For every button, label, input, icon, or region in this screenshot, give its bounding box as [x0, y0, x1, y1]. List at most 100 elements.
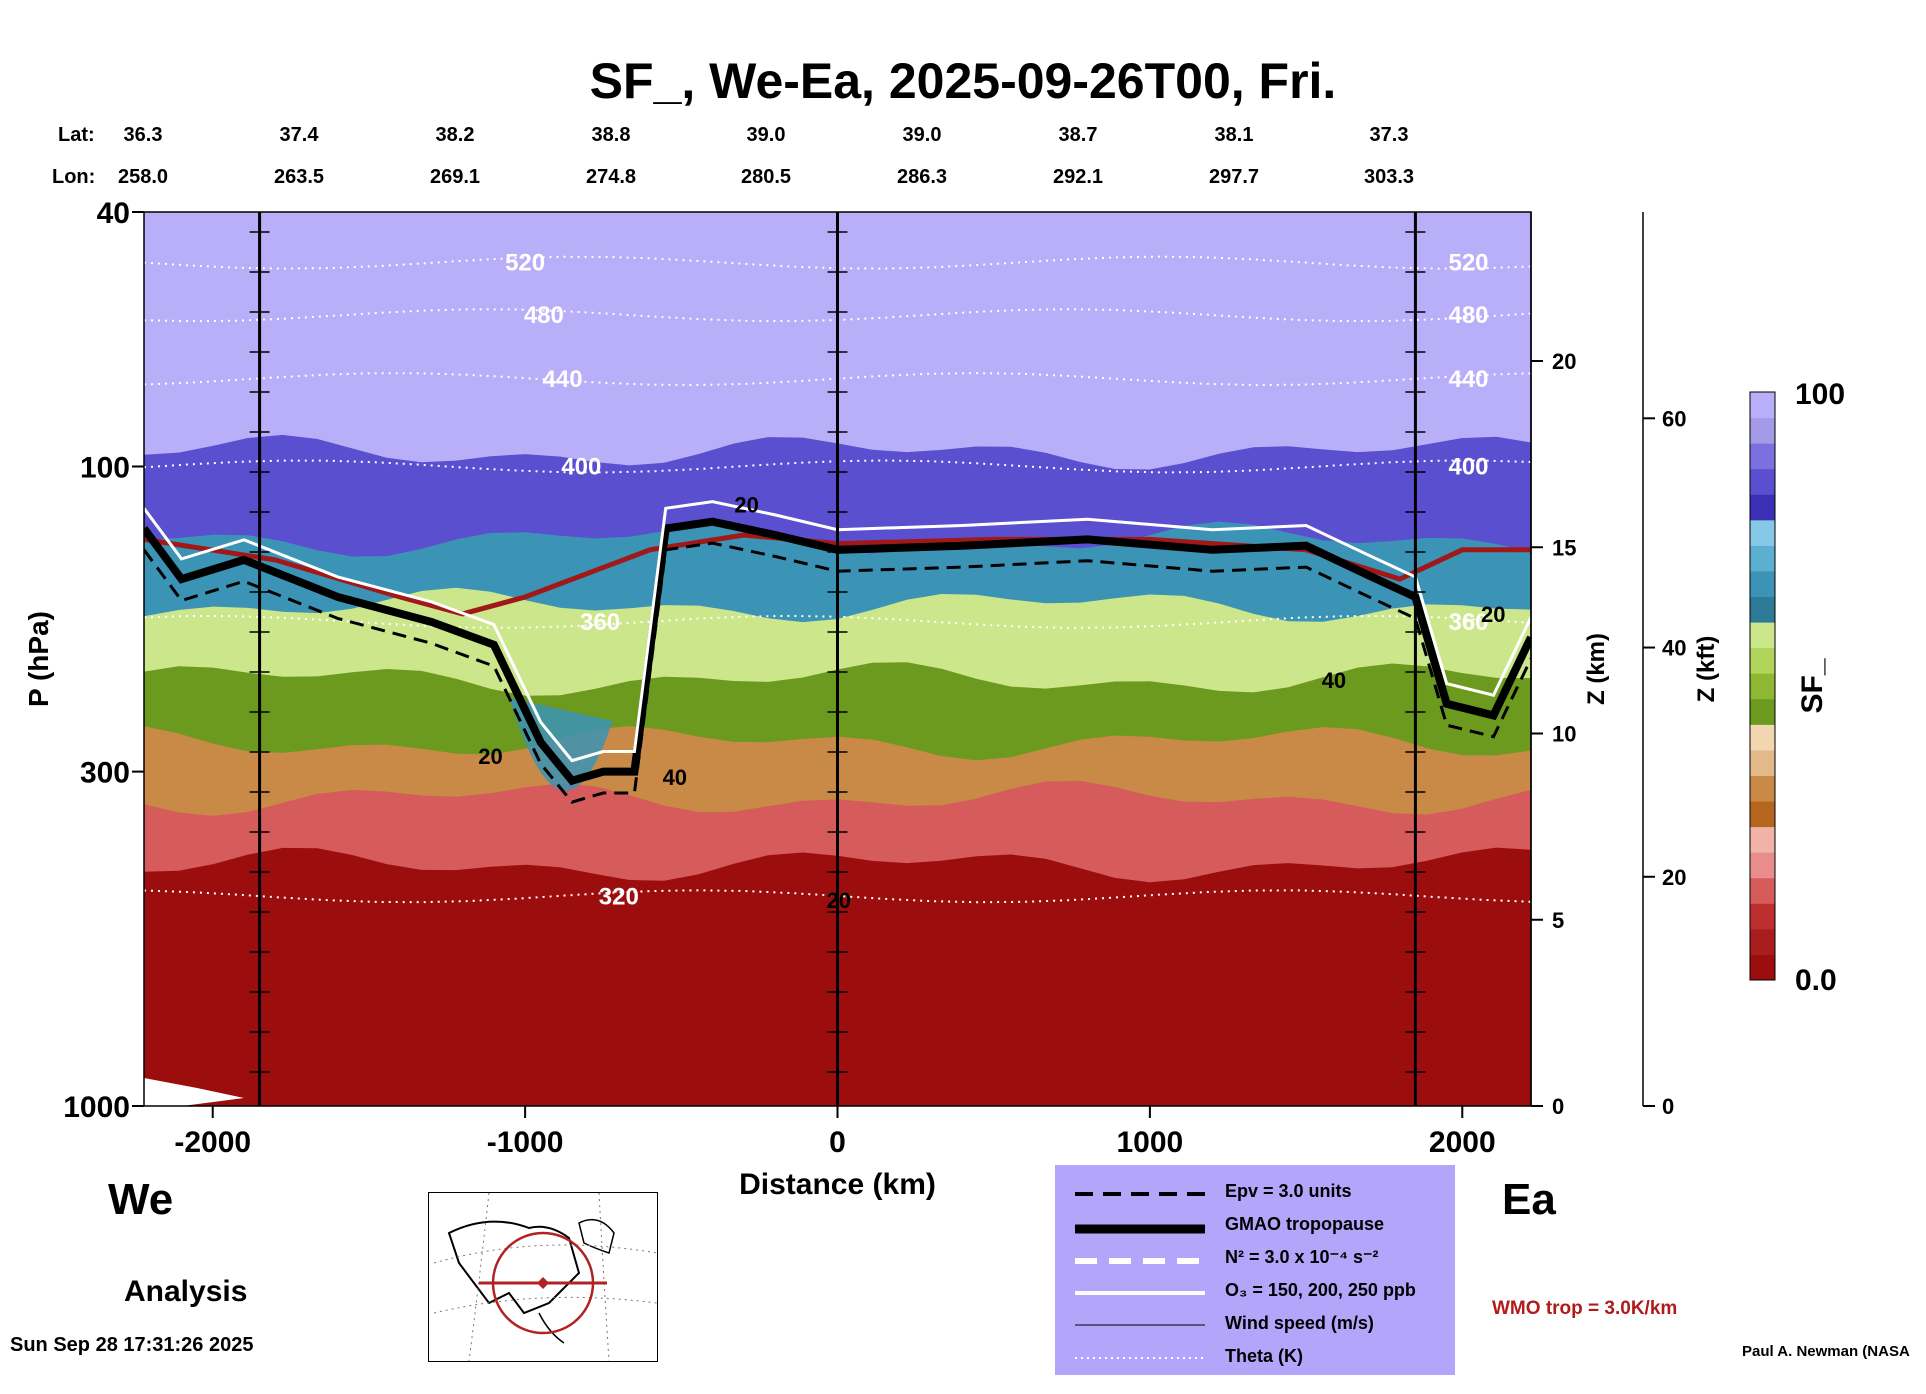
legend-item: Epv = 3.0 units — [1055, 1177, 1455, 1209]
wind-label: 20 — [478, 744, 502, 769]
colorbar-swatch — [1750, 903, 1775, 930]
z-kft-tick-label: 40 — [1662, 636, 1686, 661]
lon-value: 280.5 — [740, 166, 792, 188]
colorbar-swatch — [1750, 443, 1775, 470]
theta-label: 480 — [1448, 302, 1488, 329]
colorbar-swatch — [1750, 698, 1775, 725]
theta-label: 400 — [561, 453, 601, 480]
colorbar-swatch — [1750, 775, 1775, 802]
y-tick-label: 100 — [80, 451, 130, 484]
lat-value: 37.4 — [279, 124, 319, 146]
colorbar-swatch — [1750, 801, 1775, 828]
lat-value: 39.0 — [746, 124, 786, 146]
wind-label: 20 — [734, 492, 758, 517]
timestamp: Sun Sep 28 17:31:26 2025 — [10, 1334, 254, 1356]
theta-label: 520 — [1448, 250, 1488, 277]
legend-label: Wind speed (m/s) — [1225, 1313, 1374, 1333]
gmao-tropopause-line — [144, 517, 1531, 786]
x-axis-label: Distance (km) — [739, 1168, 936, 1201]
colorbar-swatch — [1750, 673, 1775, 700]
lon-value: 292.1 — [1052, 166, 1104, 188]
z-km-tick-label: 20 — [1552, 349, 1576, 374]
east-label: Ea — [1502, 1175, 1556, 1224]
lon-value: 286.3 — [896, 166, 948, 188]
analysis-label: Analysis — [124, 1275, 248, 1308]
z-km-axis-label: Z (km) — [1583, 633, 1610, 705]
colorbar-swatch — [1750, 596, 1775, 623]
legend-label: GMAO tropopause — [1225, 1214, 1385, 1234]
legend-swatch — [1075, 1291, 1205, 1295]
tropopause-fold — [509, 697, 613, 791]
map-icon — [433, 1193, 657, 1361]
colorbar-swatch — [1750, 519, 1775, 546]
theta-label: 440 — [543, 366, 583, 393]
colorbar-swatch — [1750, 749, 1775, 776]
lon-value: 258.0 — [117, 166, 169, 188]
lat-value: 38.8 — [591, 124, 631, 146]
y-tick-label: 40 — [97, 197, 130, 230]
lat-value: 36.3 — [123, 124, 163, 146]
theta-label: 520 — [505, 250, 545, 277]
colorbar-max-label: 100 — [1795, 378, 1845, 411]
lon-value: 269.1 — [429, 166, 481, 188]
z-kft-tick-label: 60 — [1662, 406, 1686, 431]
lon-value: 274.8 — [585, 166, 637, 188]
colorbar-swatch — [1750, 954, 1775, 981]
colorbar-label: SF_ — [1796, 658, 1829, 713]
legend-swatch — [1075, 1224, 1205, 1234]
colorbar-swatch — [1750, 928, 1775, 955]
colorbar-swatch — [1750, 826, 1775, 853]
z-kft-tick-label: 0 — [1662, 1094, 1674, 1119]
lat-value: 37.3 — [1369, 124, 1409, 146]
theta-label: 400 — [1448, 453, 1488, 480]
lon-header-label: Lon: — [52, 166, 96, 188]
legend: Epv = 3.0 units GMAO tropopause N² = 3.0… — [1055, 1165, 1455, 1375]
lat-value: 39.0 — [902, 124, 942, 146]
colorbar-frame — [1749, 391, 1776, 981]
legend-item: Theta (K) — [1055, 1342, 1455, 1374]
colorbar-swatch — [1750, 468, 1775, 495]
y-axis-label: P (hPa) — [23, 611, 54, 707]
lat-value: 38.2 — [435, 124, 475, 146]
colorbar-swatch — [1750, 724, 1775, 751]
y-tick-label: 1000 — [63, 1091, 130, 1124]
epv-contour — [144, 541, 1531, 804]
legend-item: GMAO tropopause — [1055, 1210, 1455, 1242]
ozone-contour — [144, 500, 1531, 763]
theta-label: 360 — [1448, 609, 1488, 636]
colorbar-swatch — [1750, 417, 1775, 444]
legend-item: O₃ = 150, 200, 250 ppb — [1055, 1276, 1455, 1308]
legend-swatch — [1075, 1357, 1205, 1359]
legend-label: Epv = 3.0 units — [1225, 1181, 1352, 1201]
wind-label: 40 — [1322, 668, 1346, 693]
z-kft-tick-label: 20 — [1662, 865, 1686, 890]
colorbar-swatch — [1750, 622, 1775, 649]
theta-label: 320 — [599, 883, 639, 910]
chart-title: SF_, We-Ea, 2025-09-26T00, Fri. — [589, 53, 1337, 109]
location-map — [428, 1192, 658, 1362]
legend-swatch — [1075, 1324, 1205, 1326]
colorbar-swatch — [1750, 570, 1775, 598]
legend-label: Theta (K) — [1225, 1346, 1303, 1366]
x-tick-label: 0 — [829, 1126, 846, 1159]
legend-label: O₃ = 150, 200, 250 ppb — [1225, 1280, 1416, 1300]
legend-label: N² = 3.0 x 10⁻⁴ s⁻² — [1225, 1247, 1379, 1267]
z-km-tick-label: 15 — [1552, 535, 1576, 560]
west-label: We — [108, 1175, 174, 1224]
z-km-tick-label: 10 — [1552, 722, 1576, 747]
legend-item: Wind speed (m/s) — [1055, 1309, 1455, 1341]
wind-label: 20 — [1481, 602, 1505, 627]
credit: Paul A. Newman (NASA — [1742, 1343, 1910, 1360]
legend-item: N² = 3.0 x 10⁻⁴ s⁻² — [1055, 1243, 1455, 1275]
legend-swatch — [1075, 1258, 1205, 1264]
lon-value: 297.7 — [1208, 166, 1260, 188]
wind-label: 40 — [663, 765, 687, 790]
theta-label: 440 — [1448, 366, 1488, 393]
lat-header-label: Lat: — [58, 124, 95, 146]
colorbar-swatch — [1750, 647, 1775, 674]
lon-value: 263.5 — [273, 166, 325, 188]
x-tick-label: -1000 — [487, 1126, 564, 1159]
colorbar-swatch — [1750, 494, 1775, 521]
